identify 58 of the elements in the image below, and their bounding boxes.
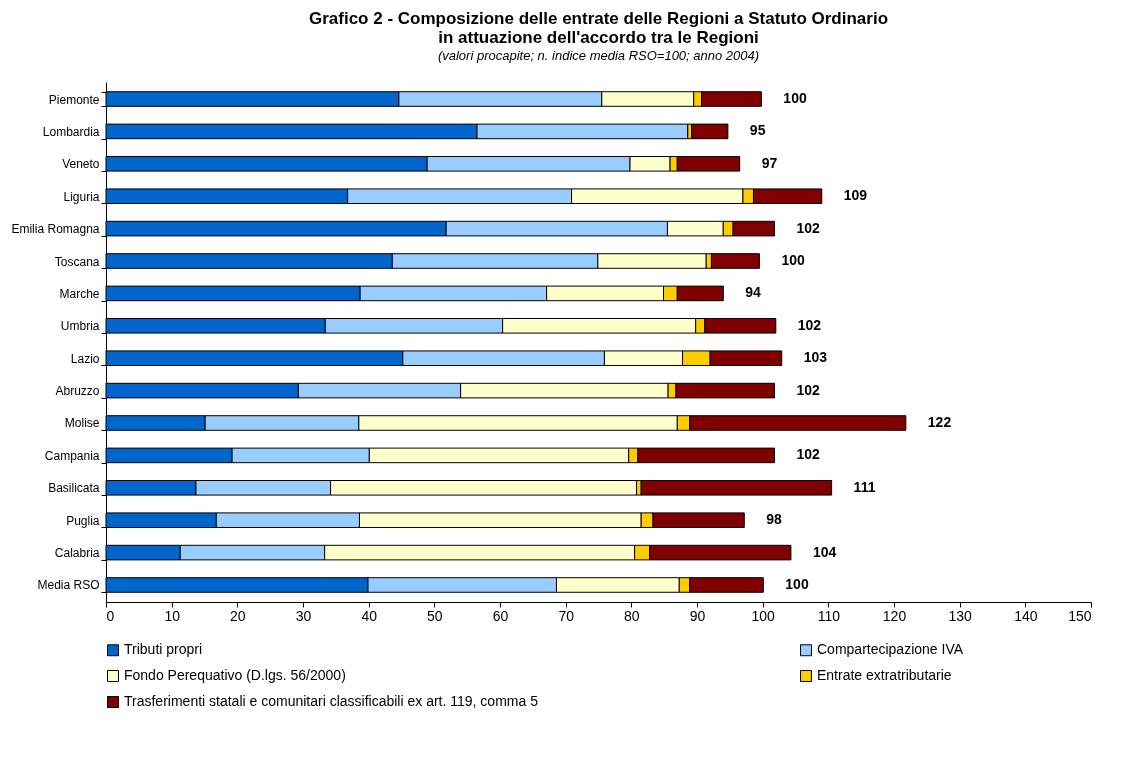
total-label: 95 xyxy=(749,122,766,139)
y-tick-label: Toscana xyxy=(54,254,100,269)
y-tick-label: Lombardia xyxy=(42,124,100,139)
total-label: 102 xyxy=(796,446,821,463)
x-tick-label: 130 xyxy=(948,607,973,624)
x-tick-label: 110 xyxy=(817,607,841,624)
total-label: 122 xyxy=(927,414,952,430)
x-tick-label: 10 xyxy=(164,607,181,624)
y-tick-label: Veneto xyxy=(62,157,100,172)
x-tick-label: 50 xyxy=(427,607,443,624)
x-tick-label: 150 xyxy=(1068,607,1092,624)
total-label: 100 xyxy=(781,252,805,268)
total-label: 94 xyxy=(745,284,762,301)
total-label: 97 xyxy=(761,154,778,171)
y-tick-label: Liguria xyxy=(63,189,100,204)
y-tick-label: Abruzzo xyxy=(55,384,100,399)
y-tick-label: Basilicata xyxy=(48,481,100,496)
x-tick-label: 120 xyxy=(882,607,907,624)
y-tick-label: Piemonte xyxy=(48,92,100,107)
y-tick-label: Calabria xyxy=(54,546,100,561)
y-tick-label: Lazio xyxy=(70,351,100,366)
total-label: 103 xyxy=(803,349,828,366)
legend-label: Trasferimenti statali e comunitari classificabili ex art. 119, comma 5 xyxy=(124,693,539,709)
total-label: 100 xyxy=(785,575,809,592)
total-label: 109 xyxy=(843,187,868,204)
x-tick-label: 60 xyxy=(492,607,509,624)
chart-title: Grafico 2 - Composizione delle entrate delle Regioni a Statuto Ordinario in attuazione dell'accordo tra le Regioni xyxy=(308,9,889,47)
total-label: 102 xyxy=(796,219,821,236)
y-tick-label: Molise xyxy=(64,416,100,431)
legend-label: Tributi propri xyxy=(124,641,203,658)
total-label: 111 xyxy=(853,478,876,495)
x-tick-label: 90 xyxy=(689,607,706,624)
x-tick-label: 140 xyxy=(1014,607,1038,624)
x-tick-label: 40 xyxy=(361,607,378,624)
bar xyxy=(640,480,833,496)
total-label: 98 xyxy=(766,511,783,528)
total-label: 102 xyxy=(797,316,822,333)
x-tick-label: 30 xyxy=(295,607,312,624)
y-tick-label: Campania xyxy=(44,448,100,463)
total-label: 102 xyxy=(796,381,821,398)
total-label: 104 xyxy=(812,543,837,560)
chart-subtitle: (valori procapite; n. indice media RSO=100; anno 2004) xyxy=(437,48,760,63)
x-tick-label: 80 xyxy=(624,607,640,624)
x-tick-label: 0 xyxy=(106,607,115,624)
y-tick-label: Puglia xyxy=(66,513,100,528)
legend-label: Entrate extratributarie xyxy=(817,667,952,683)
bar xyxy=(691,123,729,140)
y-tick-label: Umbria xyxy=(60,319,100,334)
y-tick-label: Media RSO xyxy=(37,578,100,593)
x-tick-label: 70 xyxy=(558,607,575,624)
total-label: 100 xyxy=(783,90,807,107)
bar xyxy=(710,253,760,269)
legend-label: Compartecipazione IVA xyxy=(817,641,964,658)
y-tick-label: Emilia Romagna xyxy=(11,222,100,237)
legend-label: Fondo Perequativo (D.lgs. 56/2000) xyxy=(124,667,346,683)
y-tick-label: Marche xyxy=(59,286,100,301)
x-tick-label: 20 xyxy=(230,607,246,624)
x-tick-label: 100 xyxy=(751,607,776,624)
